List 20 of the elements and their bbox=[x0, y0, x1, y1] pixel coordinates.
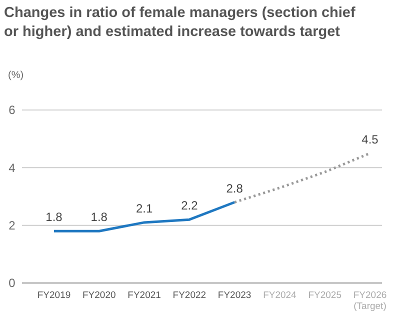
data-label: 1.8 bbox=[46, 210, 63, 224]
data-label: 2.1 bbox=[136, 201, 153, 216]
x-tick-label: FY2025 bbox=[308, 290, 342, 301]
data-label: 2.8 bbox=[226, 181, 244, 196]
y-tick-label: 2 bbox=[8, 218, 16, 233]
x-tick-label: FY2023 bbox=[218, 290, 252, 301]
y-tick-label: 0 bbox=[8, 276, 16, 290]
data-label: 2.2 bbox=[181, 198, 198, 213]
chart-title: Changes in ratio of female managers (section chief or higher) and estimated increase towards target bbox=[4, 5, 356, 40]
x-tick-label: FY2026 (Target) bbox=[353, 290, 387, 312]
x-tick-label: FY2024 bbox=[263, 290, 296, 301]
data-label: 4.5 bbox=[362, 132, 379, 146]
x-tick-label: FY2021 bbox=[128, 290, 161, 301]
y-axis-title: (%) bbox=[8, 70, 24, 81]
y-tick-label: 6 bbox=[8, 103, 16, 118]
y-tick-label: 4 bbox=[8, 160, 16, 175]
x-tick-label: FY2019 bbox=[37, 290, 71, 301]
x-tick-label: FY2020 bbox=[82, 290, 116, 301]
data-label: 1.8 bbox=[90, 210, 108, 224]
x-tick-label: FY2022 bbox=[172, 290, 206, 301]
